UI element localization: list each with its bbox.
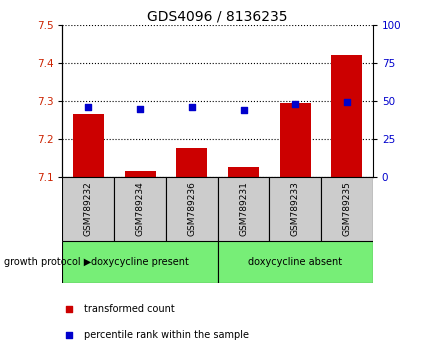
Bar <box>73 114 104 177</box>
Bar <box>114 177 166 241</box>
Text: growth protocol ▶: growth protocol ▶ <box>4 257 91 267</box>
Bar <box>269 177 320 241</box>
Point <box>136 106 143 112</box>
Bar <box>217 177 269 241</box>
Bar <box>217 241 372 283</box>
Bar <box>166 177 217 241</box>
Text: GSM789231: GSM789231 <box>239 181 247 236</box>
Bar <box>279 103 310 177</box>
Point <box>65 306 72 312</box>
Bar <box>62 241 217 283</box>
Text: GSM789234: GSM789234 <box>135 182 144 236</box>
Point <box>188 104 195 110</box>
Text: doxycycline present: doxycycline present <box>91 257 189 267</box>
Text: GSM789236: GSM789236 <box>187 181 196 236</box>
Title: GDS4096 / 8136235: GDS4096 / 8136235 <box>147 10 287 24</box>
Bar <box>227 167 258 177</box>
Text: GSM789232: GSM789232 <box>84 182 92 236</box>
Point <box>343 99 350 105</box>
Bar <box>176 148 207 177</box>
Text: transformed count: transformed count <box>84 304 175 314</box>
Point <box>240 107 246 113</box>
Bar <box>124 171 155 177</box>
Text: GSM789233: GSM789233 <box>290 181 299 236</box>
Text: GSM789235: GSM789235 <box>342 181 350 236</box>
Bar <box>62 177 114 241</box>
Point <box>65 332 72 337</box>
Bar <box>320 177 372 241</box>
Text: percentile rank within the sample: percentile rank within the sample <box>84 330 249 339</box>
Bar <box>331 55 362 177</box>
Point <box>291 101 298 107</box>
Point <box>85 104 92 110</box>
Text: doxycycline absent: doxycycline absent <box>248 257 341 267</box>
